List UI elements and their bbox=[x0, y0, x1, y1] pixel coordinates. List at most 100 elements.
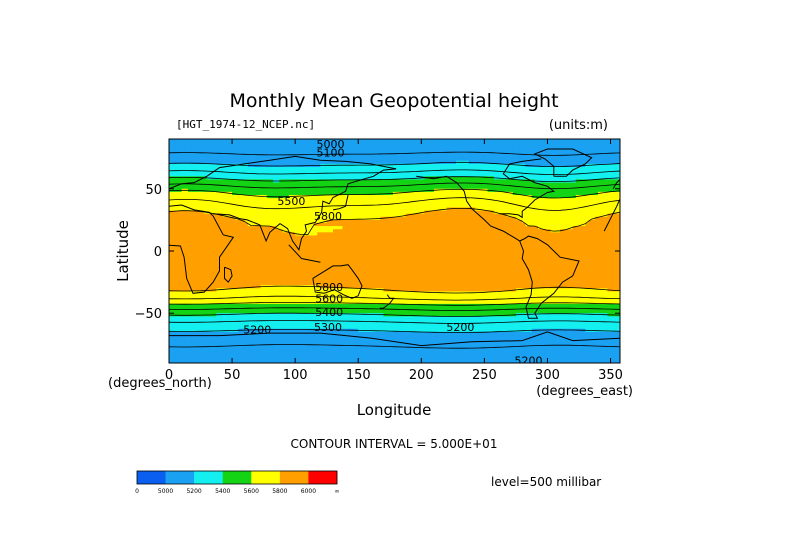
band-cell bbox=[591, 173, 596, 177]
band-cell bbox=[484, 176, 489, 181]
band-cell bbox=[197, 235, 202, 240]
band-cell bbox=[323, 210, 328, 215]
band-cell bbox=[241, 151, 246, 156]
band-cell bbox=[424, 163, 429, 168]
band-cell bbox=[487, 210, 492, 215]
band-cell bbox=[443, 176, 448, 181]
band-cell bbox=[213, 207, 217, 212]
band-cell bbox=[541, 195, 545, 199]
band-cell bbox=[329, 201, 334, 205]
band-cell bbox=[361, 173, 366, 177]
band-cell bbox=[200, 219, 205, 224]
band-cell bbox=[203, 145, 208, 149]
band-cell bbox=[374, 170, 378, 174]
band-cell bbox=[169, 213, 173, 218]
band-cell bbox=[465, 179, 470, 184]
band-cell bbox=[273, 238, 277, 243]
band-cell bbox=[301, 226, 306, 230]
band-cell bbox=[269, 139, 274, 143]
band-cell bbox=[288, 157, 293, 162]
band-cell bbox=[355, 170, 359, 174]
band-cell bbox=[225, 176, 230, 181]
band-cell bbox=[440, 235, 444, 240]
band-cell bbox=[449, 191, 454, 196]
band-cell bbox=[225, 198, 230, 202]
band-cell bbox=[433, 148, 438, 153]
band-cell bbox=[490, 235, 495, 240]
band-cell bbox=[446, 238, 451, 243]
band-cell bbox=[329, 210, 334, 215]
band-cell bbox=[601, 139, 605, 143]
band-cell bbox=[279, 229, 284, 233]
band-cell bbox=[197, 244, 202, 249]
band-cell bbox=[396, 167, 400, 171]
band-cell bbox=[566, 163, 571, 168]
band-cell bbox=[251, 188, 255, 193]
band-cell bbox=[528, 229, 533, 233]
band-cell bbox=[380, 157, 385, 162]
band-cell bbox=[515, 167, 520, 171]
band-cell bbox=[522, 210, 526, 215]
band-cell bbox=[490, 160, 495, 165]
band-cell bbox=[187, 226, 192, 230]
band-cell bbox=[219, 216, 224, 221]
band-cell bbox=[493, 213, 498, 218]
band-cell bbox=[310, 167, 315, 171]
band-cell bbox=[210, 170, 214, 174]
band-cell bbox=[276, 216, 280, 221]
band-cell bbox=[503, 154, 508, 159]
band-cell bbox=[531, 229, 536, 233]
band-cell bbox=[355, 139, 359, 143]
band-cell bbox=[399, 226, 403, 230]
band-cell bbox=[512, 195, 517, 199]
band-cell bbox=[424, 204, 429, 209]
band-cell bbox=[503, 179, 508, 184]
band-cell bbox=[169, 195, 173, 199]
band-cell bbox=[440, 163, 444, 168]
band-cell bbox=[481, 219, 485, 224]
band-cell bbox=[604, 207, 608, 212]
band-cell bbox=[358, 219, 362, 224]
band-cell bbox=[443, 167, 448, 171]
band-cell bbox=[339, 232, 344, 237]
band-cell bbox=[389, 173, 394, 177]
band-cell bbox=[522, 154, 526, 159]
band-cell bbox=[547, 151, 552, 156]
band-cell bbox=[415, 213, 419, 218]
band-cell bbox=[295, 219, 299, 224]
band-cell bbox=[301, 142, 306, 146]
band-cell bbox=[339, 185, 344, 190]
band-cell bbox=[257, 167, 262, 171]
band-cell bbox=[446, 163, 451, 168]
band-cell bbox=[415, 226, 419, 230]
band-cell bbox=[228, 223, 233, 227]
band-cell bbox=[254, 223, 258, 227]
band-cell bbox=[528, 188, 533, 193]
band-cell bbox=[238, 167, 243, 171]
band-cell bbox=[418, 191, 422, 196]
band-cell bbox=[355, 167, 359, 171]
band-cell bbox=[222, 235, 227, 240]
band-cell bbox=[241, 195, 246, 199]
band-cell bbox=[254, 139, 258, 143]
band-cell bbox=[178, 235, 183, 240]
band-cell bbox=[607, 216, 612, 221]
band-cell bbox=[247, 188, 252, 193]
band-cell bbox=[210, 226, 214, 230]
band-cell bbox=[241, 148, 246, 153]
band-cell bbox=[610, 160, 615, 165]
band-cell bbox=[374, 229, 378, 233]
band-cell bbox=[538, 142, 542, 146]
band-cell bbox=[613, 179, 618, 184]
band-cell bbox=[402, 198, 407, 202]
band-cell bbox=[607, 142, 612, 146]
band-cell bbox=[317, 167, 321, 171]
band-cell bbox=[326, 188, 331, 193]
band-cell bbox=[418, 179, 422, 184]
band-cell bbox=[446, 154, 451, 159]
band-cell bbox=[254, 157, 258, 162]
band-cell bbox=[591, 157, 596, 162]
band-cell bbox=[304, 188, 309, 193]
band-cell bbox=[326, 195, 331, 199]
band-cell bbox=[616, 145, 620, 149]
